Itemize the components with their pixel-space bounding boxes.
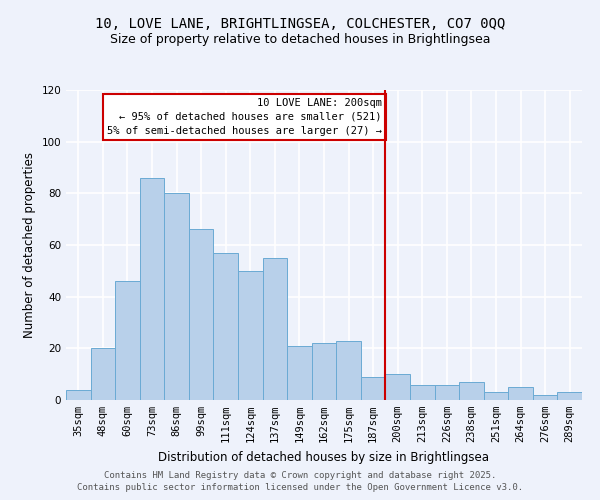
Bar <box>508 387 533 400</box>
Bar <box>533 395 557 400</box>
Bar <box>189 230 214 400</box>
Bar <box>115 281 140 400</box>
Bar <box>484 392 508 400</box>
Bar <box>312 343 336 400</box>
Text: 10 LOVE LANE: 200sqm
← 95% of detached houses are smaller (521)
5% of semi-detac: 10 LOVE LANE: 200sqm ← 95% of detached h… <box>107 98 382 136</box>
Text: Contains HM Land Registry data © Crown copyright and database right 2025.
Contai: Contains HM Land Registry data © Crown c… <box>77 471 523 492</box>
Bar <box>287 346 312 400</box>
Bar <box>91 348 115 400</box>
Text: 10, LOVE LANE, BRIGHTLINGSEA, COLCHESTER, CO7 0QQ: 10, LOVE LANE, BRIGHTLINGSEA, COLCHESTER… <box>95 18 505 32</box>
Bar <box>214 252 238 400</box>
Bar <box>410 384 434 400</box>
Bar <box>459 382 484 400</box>
Bar <box>66 390 91 400</box>
Bar <box>557 392 582 400</box>
Bar <box>238 271 263 400</box>
Bar <box>434 384 459 400</box>
Bar <box>140 178 164 400</box>
Bar <box>263 258 287 400</box>
X-axis label: Distribution of detached houses by size in Brightlingsea: Distribution of detached houses by size … <box>158 450 490 464</box>
Bar <box>336 340 361 400</box>
Bar <box>164 194 189 400</box>
Bar <box>385 374 410 400</box>
Text: Size of property relative to detached houses in Brightlingsea: Size of property relative to detached ho… <box>110 32 490 46</box>
Y-axis label: Number of detached properties: Number of detached properties <box>23 152 36 338</box>
Bar <box>361 377 385 400</box>
